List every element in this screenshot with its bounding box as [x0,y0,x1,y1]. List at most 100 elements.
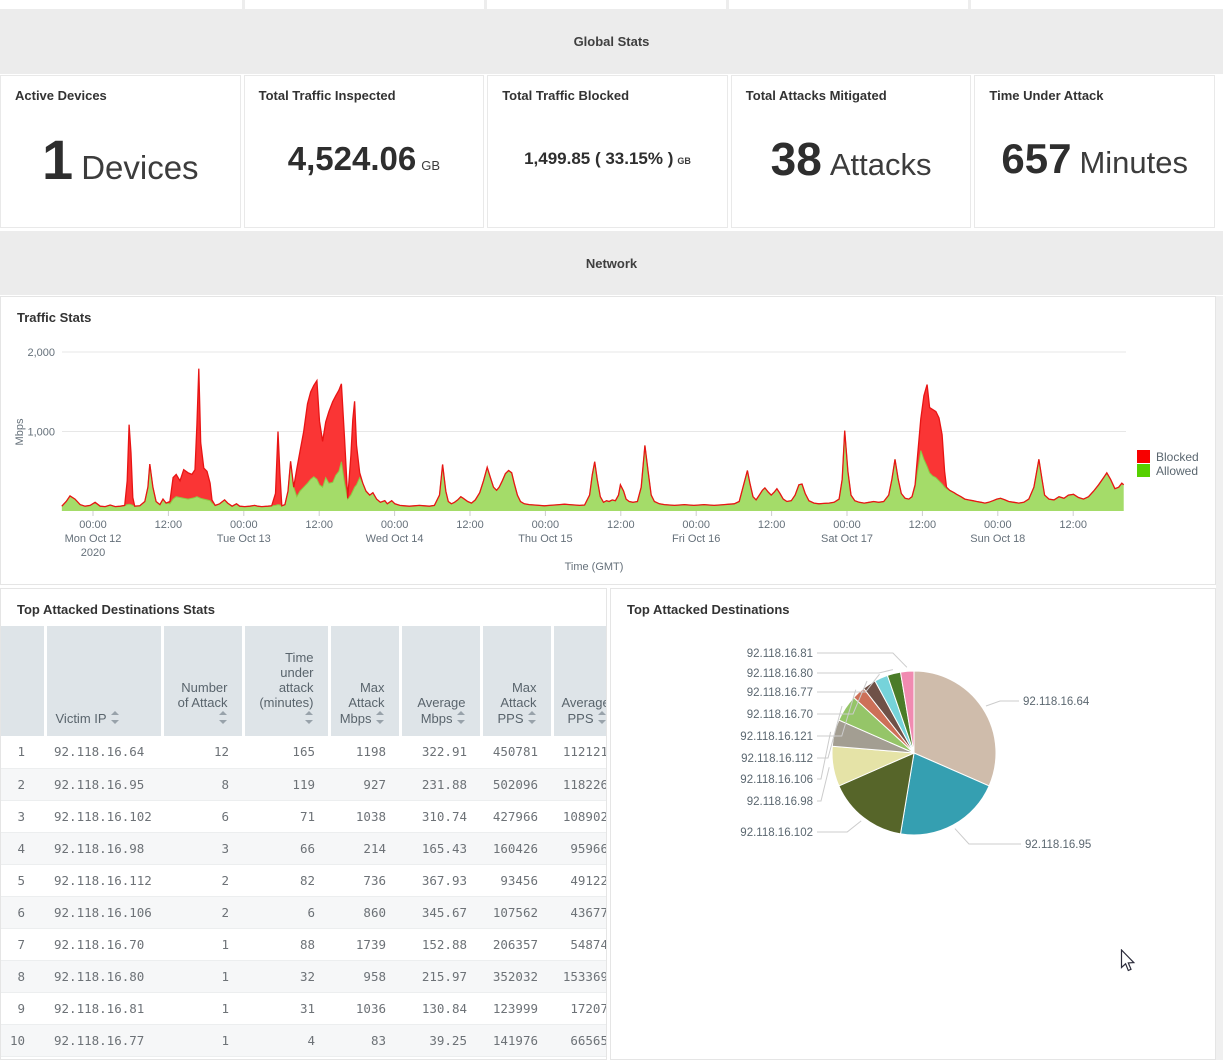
x-tick-time: 00:00 [984,519,1012,531]
victim-ip-cell: 92.118.16.106 [45,896,162,929]
column-header-average-pps[interactable]: Average PPS [552,626,607,736]
value-cell: 1198 [329,736,400,769]
value-cell: 206357 [481,928,552,961]
value-cell: 2 [162,896,243,929]
card-title: Total Traffic Blocked [502,88,630,103]
value-cell: 112121 [552,736,606,769]
victim-ip-cell: 92.118.16.102 [45,800,162,833]
column-header-max-attack-mbps[interactable]: Max Attack Mbps [329,626,402,736]
pie-slice-92.118.16.81[interactable] [899,670,915,754]
table-row: 8 92.118.16.80 1 32 958 215.97 352032 153369 [1,960,606,993]
top-attacked-destinations-panel: Top Attacked Destinations 92.118.16.102 9… [610,588,1216,1060]
sort-arrows-icon[interactable] [597,711,607,724]
x-tick-time: 12:00 [456,519,484,531]
column-header-number-of-attack[interactable]: Number of Attack [162,626,245,736]
x-tick-time: 00:00 [682,519,710,531]
row-number-cell: 10 [1,1024,45,1057]
x-tick-time: 00:00 [532,519,560,531]
sort-arrows-icon[interactable] [456,711,466,724]
sort-arrows-icon[interactable] [218,711,228,724]
global-stats-cards: Active Devices 1 Devices Total Traffic I… [0,75,1223,228]
attacks-mitigated-unit: Attacks [829,147,932,182]
value-cell: 1 [162,992,243,1025]
value-cell: 39.25 [400,1024,481,1057]
legend-item-allowed[interactable]: Allowed [1137,464,1198,478]
value-cell: 93456 [481,864,552,897]
victim-ip-cell: 92.118.16.80 [45,960,162,993]
value-cell: 95966 [552,832,606,865]
x-tick-time: 12:00 [758,519,786,531]
value-cell: 165 [243,736,329,769]
value-cell: 8 [162,768,243,801]
card-gap-divider [484,0,487,9]
value-cell: 927 [329,768,400,801]
column-header-max-attack-pps[interactable]: Max Attack PPS [481,626,554,736]
pie-slice-92.118.16.64[interactable] [913,670,997,787]
x-tick-time: 12:00 [909,519,937,531]
allowed-area-series[interactable] [61,430,1124,511]
value-cell: 4 [243,1024,329,1057]
pie-slice-92.118.16.95[interactable] [899,752,990,836]
value-cell: 32 [243,960,329,993]
x-tick-day: Tue Oct 13 [217,533,271,545]
column-header-time-under-attack-minutes-[interactable]: Time under attack (minutes) [243,626,331,736]
row-number-column-header [1,626,47,736]
value-cell: 49122 [552,864,606,897]
row-number-cell: 7 [1,928,45,961]
value-cell: 17207 [552,992,606,1025]
value-cell: 3 [162,832,243,865]
value-cell: 153369 [552,960,606,993]
legend-item-blocked[interactable]: Blocked [1137,450,1199,464]
attacked-destinations-pie-chart[interactable]: 92.118.16.102 92.118.16.98 92.118.16.106 92… [611,589,1215,1029]
table-row: 9 92.118.16.81 1 31 1036 130.84 123999 17207 [1,992,606,1025]
active-devices-unit: Devices [81,148,199,186]
column-label: Average PPS [561,695,607,726]
pie-slice-92.118.16.102[interactable] [838,752,915,835]
card-title: Total Traffic Inspected [258,88,396,103]
value-cell: 367.93 [400,864,481,897]
global-stats-section-header: Global Stats [0,9,1223,74]
column-header-victim-ip[interactable]: Victim IP [45,626,164,736]
blocked-area-series[interactable] [61,368,1124,507]
sort-arrows-icon[interactable] [110,711,120,724]
pie-label-leader-line [817,731,832,780]
x-tick-day: Sat Oct 17 [821,533,873,545]
x-tick-time: 00:00 [79,519,107,531]
value-cell: 2 [162,864,243,897]
pie-label-92.118.16.112: 92.118.16.112 [741,753,813,765]
pie-label-leader-line [817,652,908,668]
value-cell: 1038 [329,800,400,833]
victim-ip-cell: 92.118.16.112 [45,864,162,897]
time-under-attack-value: 657 [1001,135,1072,182]
value-cell: 165.43 [400,832,481,865]
y-tick-label: 2,000 [27,347,55,359]
value-cell: 352032 [481,960,552,993]
value-cell: 322.91 [400,736,481,769]
sort-arrows-icon[interactable] [527,711,537,724]
victim-ip-cell: 92.118.16.98 [45,832,162,865]
pie-label-92.118.16.102: 92.118.16.102 [740,827,813,839]
card-gap-divider [726,0,729,9]
victim-ip-cell: 92.118.16.77 [45,1024,162,1057]
table-row: 7 92.118.16.70 1 88 1739 152.88 206357 54874 [1,928,606,961]
sort-arrows-icon[interactable] [375,711,385,724]
y-axis-title: Mbps [14,418,26,445]
value-cell: 214 [329,832,400,865]
table-row: 3 92.118.16.102 6 71 1038 310.74 427966 108902 [1,800,606,833]
victim-ip-cell: 92.118.16.64 [45,736,162,769]
column-label: Max Attack PPS [497,680,537,726]
column-label: Victim IP [55,711,107,726]
pie-label-leader-line [817,820,862,833]
sort-arrows-icon[interactable] [304,711,314,724]
value-cell: 958 [329,960,400,993]
pie-label-leader-line [817,705,843,759]
victim-ip-cell: 92.118.16.81 [45,992,162,1025]
column-header-average-mbps[interactable]: Average Mbps [400,626,483,736]
x-tick-day: Fri Oct 16 [672,533,720,545]
column-label: Max Attack Mbps [339,680,385,726]
card-time-under-attack: Time Under Attack 657 Minutes [974,75,1215,228]
x-axis-title: Time (GMT) [565,561,624,573]
pie-label-leader-line [817,767,830,802]
value-cell: 118226 [552,768,606,801]
